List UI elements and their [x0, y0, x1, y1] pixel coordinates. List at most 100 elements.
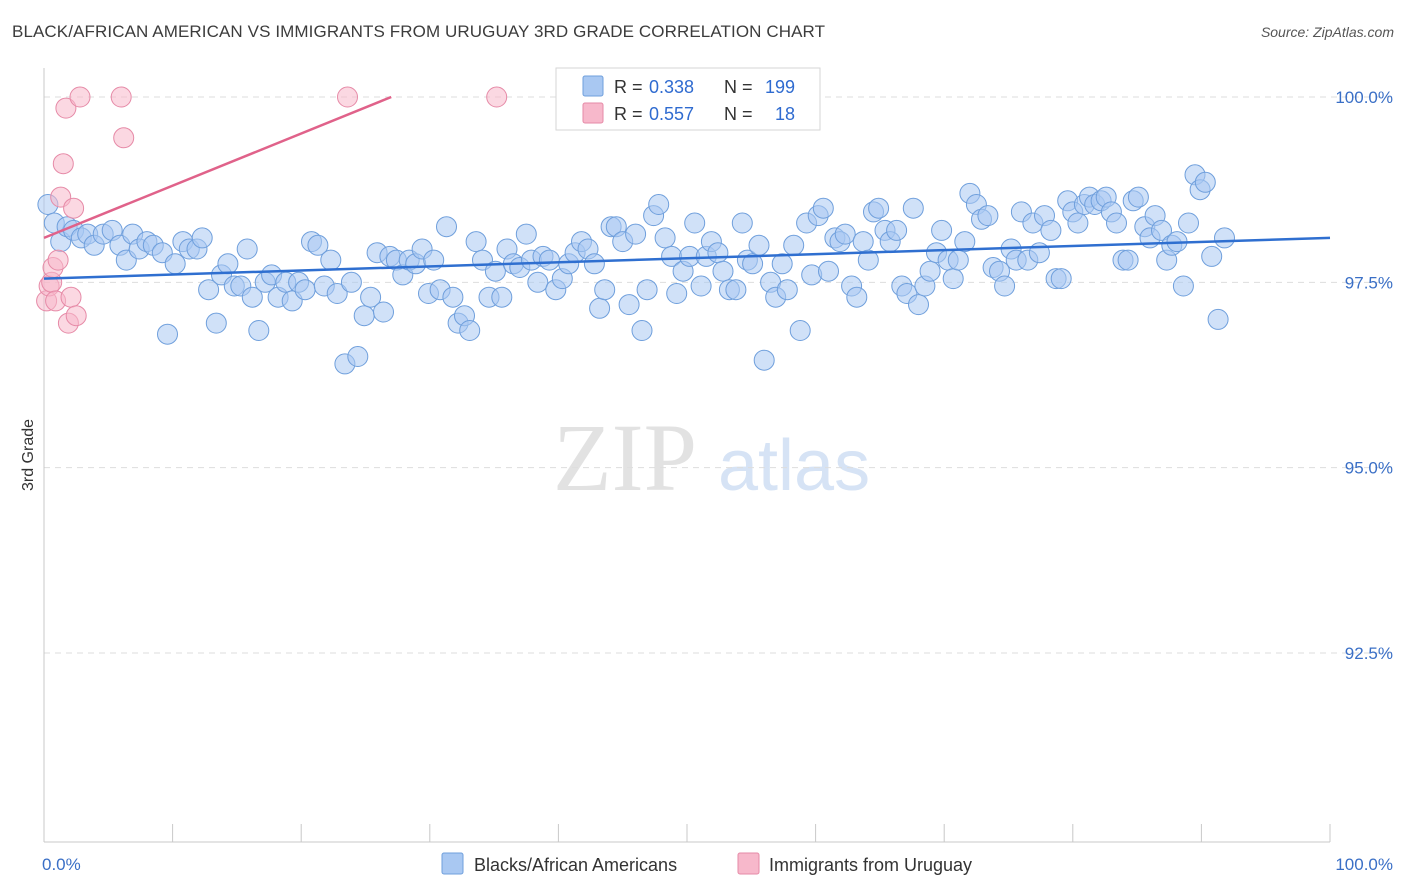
- y-tick-label-1: 97.5%: [1345, 273, 1393, 292]
- point-s0-139: [902, 197, 924, 219]
- series-legend: Blacks/African Americans Immigrants from…: [441, 852, 972, 875]
- point-s0-144: [931, 219, 953, 241]
- point-s0-77: [538, 249, 560, 271]
- point-s0-40: [307, 234, 329, 256]
- point-s0-119: [789, 320, 811, 341]
- y-tick-label-0: 100.0%: [1335, 88, 1393, 107]
- point-s0-23: [198, 279, 220, 301]
- point-s0-109: [731, 212, 753, 234]
- point-s1-16: [337, 86, 358, 108]
- point-s0-69: [491, 286, 513, 308]
- point-s0-129: [846, 286, 868, 308]
- point-s0-22: [191, 227, 213, 249]
- point-s0-118: [783, 234, 805, 256]
- point-s0-146: [942, 268, 964, 290]
- point-s0-29: [236, 238, 258, 260]
- x-tick-label-right: 100.0%: [1335, 855, 1393, 874]
- point-s0-60: [436, 216, 457, 238]
- point-s0-38: [294, 279, 316, 301]
- point-s0-26: [217, 253, 239, 275]
- point-s0-187: [1172, 275, 1194, 297]
- point-s0-50: [373, 301, 394, 323]
- point-s1-17: [486, 86, 508, 108]
- point-s0-45: [340, 271, 362, 293]
- y-tick-label-2: 95.0%: [1345, 459, 1393, 478]
- point-s0-140: [908, 294, 929, 316]
- point-s0-136: [886, 219, 908, 241]
- point-s0-105: [707, 242, 729, 264]
- stats-legend-r-label-2: R =: [614, 104, 643, 124]
- point-s0-73: [515, 223, 537, 245]
- point-s0-194: [1214, 227, 1235, 249]
- point-s0-30: [241, 286, 263, 308]
- stats-legend-r-value-2: 0.557: [649, 104, 694, 124]
- x-ticks: [43, 824, 1331, 842]
- point-s0-127: [834, 223, 856, 245]
- point-s0-46: [347, 346, 369, 367]
- point-s1-10: [60, 286, 82, 308]
- stats-legend-n-value-2: 18: [775, 104, 795, 124]
- point-s0-106: [712, 260, 734, 282]
- trend-line-0: [43, 236, 1331, 280]
- point-s0-101: [684, 212, 706, 234]
- series-legend-label-blacks: Blacks/African Americans: [474, 855, 677, 875]
- point-s1-7: [52, 153, 74, 175]
- point-s0-179: [1127, 186, 1149, 208]
- source-credit: Source: ZipAtlas.com: [1260, 24, 1394, 40]
- point-s0-91: [625, 223, 647, 245]
- point-s0-168: [1067, 212, 1089, 234]
- y-tick-labels: 100.0% 97.5% 95.0% 92.5%: [1335, 88, 1393, 663]
- point-s0-133: [868, 197, 890, 219]
- point-s0-96: [654, 227, 676, 249]
- point-s0-64: [459, 320, 481, 341]
- point-s0-175: [1106, 212, 1127, 234]
- point-s0-98: [666, 283, 688, 304]
- point-s0-17: [157, 323, 178, 345]
- point-s0-90: [618, 294, 640, 316]
- watermark-atlas: atlas: [718, 426, 870, 506]
- point-s0-92: [631, 320, 653, 341]
- point-s0-183: [1151, 219, 1172, 241]
- point-s1-13: [69, 86, 91, 108]
- point-s0-42: [320, 249, 342, 271]
- y-tick-label-3: 92.5%: [1345, 644, 1393, 663]
- point-s1-14: [110, 86, 132, 108]
- point-s1-8: [55, 97, 77, 119]
- point-s0-148: [954, 231, 976, 253]
- point-s0-188: [1178, 212, 1199, 234]
- stats-legend-swatch-pink: [582, 102, 604, 124]
- point-s0-147: [947, 249, 969, 271]
- y-axis-title: 3rd Grade: [20, 419, 37, 491]
- point-s0-93: [636, 279, 658, 301]
- chart-title: BLACK/AFRICAN AMERICAN VS IMMIGRANTS FRO…: [12, 22, 826, 41]
- point-s0-155: [994, 275, 1016, 297]
- point-s0-111: [742, 253, 764, 275]
- point-s1-15: [113, 127, 135, 149]
- point-s0-116: [771, 253, 793, 275]
- point-s0-124: [818, 260, 839, 282]
- stats-legend-swatch-blue: [582, 75, 604, 97]
- point-s0-142: [919, 260, 941, 282]
- watermark-zip: ZIP: [553, 404, 697, 511]
- point-s0-152: [977, 205, 999, 227]
- series-legend-swatch-uruguay: [737, 852, 760, 875]
- point-s0-113: [753, 349, 775, 371]
- point-s0-193: [1207, 308, 1229, 330]
- point-s0-131: [857, 249, 879, 271]
- series-legend-swatch-blacks: [441, 852, 464, 875]
- point-s0-85: [589, 297, 611, 319]
- point-s0-61: [442, 286, 464, 308]
- point-s0-130: [852, 231, 874, 253]
- series-legend-label-uruguay: Immigrants from Uruguay: [769, 855, 972, 875]
- point-s0-117: [776, 279, 798, 301]
- point-s0-47: [353, 305, 375, 327]
- data-points: [36, 86, 1235, 375]
- stats-legend-r-value-1: 0.338: [649, 77, 694, 97]
- point-s0-191: [1194, 171, 1216, 193]
- point-s0-43: [326, 283, 348, 304]
- point-s0-24: [205, 312, 227, 334]
- trend-line-1: [43, 95, 392, 240]
- point-s0-48: [360, 286, 382, 308]
- point-s0-165: [1050, 268, 1072, 290]
